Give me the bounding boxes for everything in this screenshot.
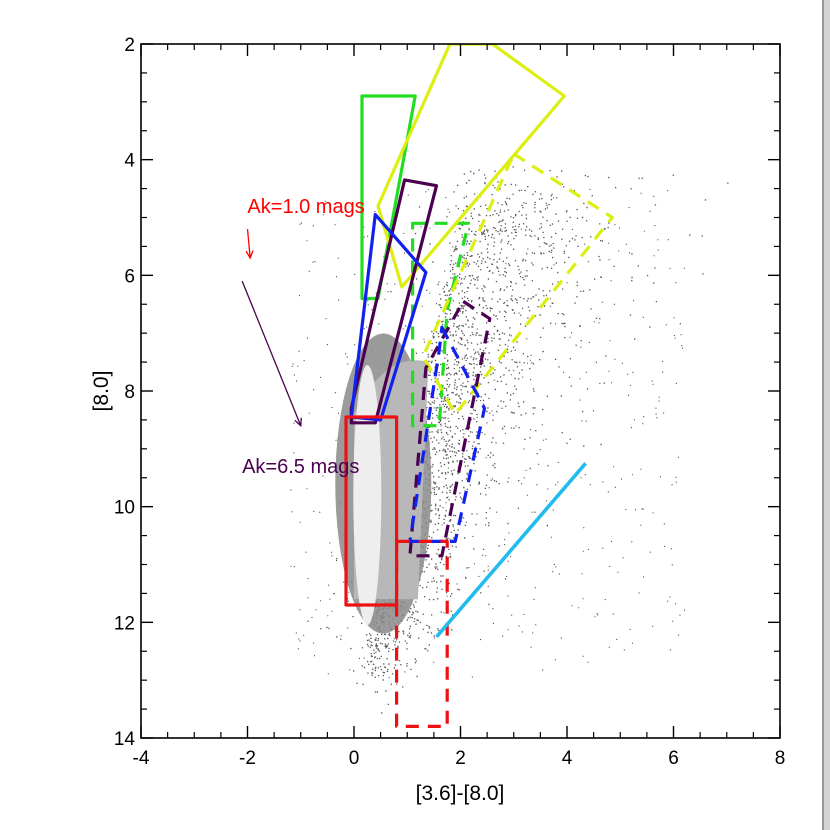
y-tick-label: 6 bbox=[124, 266, 135, 287]
region-blue-solid bbox=[349, 213, 428, 422]
x-tick-label: 6 bbox=[668, 748, 679, 769]
annotation-arrow-head bbox=[294, 417, 302, 428]
selection-regions bbox=[344, 44, 614, 728]
annotation-arrow-head bbox=[245, 250, 254, 260]
y-tick-label: 2 bbox=[124, 35, 135, 56]
x-tick-label: -4 bbox=[133, 748, 150, 769]
axis-ticks bbox=[140, 43, 781, 739]
extinction-annotations: Ak=1.0 mags Ak=6.5 mags bbox=[241, 196, 365, 478]
region-yellow-dashed bbox=[421, 152, 614, 416]
y-axis-label: [8.0] bbox=[90, 371, 113, 412]
annotation-arrow-shaft bbox=[246, 229, 251, 259]
region-purple-solid bbox=[349, 178, 439, 425]
region-purple-dashed bbox=[408, 299, 492, 558]
region-green-dashed bbox=[411, 221, 471, 428]
annotation-arrow-shaft bbox=[241, 280, 302, 426]
annotation-ak-1: Ak=1.0 mags bbox=[247, 196, 364, 218]
y-tick-label: 14 bbox=[114, 729, 136, 750]
region-blue-dashed bbox=[408, 325, 487, 543]
dense-core-density bbox=[335, 333, 432, 634]
y-tick-label: 10 bbox=[114, 498, 135, 519]
window-edge-strip bbox=[822, 0, 830, 830]
x-tick-label: 8 bbox=[775, 748, 786, 769]
x-tick-label: -2 bbox=[239, 748, 256, 769]
region-red-dashed bbox=[395, 539, 449, 728]
plot-frame bbox=[140, 43, 781, 739]
y-tick-labels: 2 4 6 8 10 12 14 bbox=[114, 35, 136, 750]
annotation-ak-6-5: Ak=6.5 mags bbox=[242, 456, 359, 478]
y-tick-label: 4 bbox=[124, 151, 135, 172]
cyan-line bbox=[435, 462, 588, 638]
region-yellow-solid bbox=[376, 44, 566, 289]
core-ridge bbox=[353, 365, 382, 626]
y-tick-label: 8 bbox=[124, 382, 135, 403]
x-tick-label: 0 bbox=[349, 748, 360, 769]
x-tick-labels: -4 -2 0 2 4 6 8 bbox=[133, 748, 786, 769]
x-tick-label: 4 bbox=[562, 748, 573, 769]
x-axis-label: [3.6]-[8.0] bbox=[416, 782, 505, 805]
y-tick-label: 12 bbox=[114, 613, 135, 634]
x-tick-label: 2 bbox=[455, 748, 466, 769]
